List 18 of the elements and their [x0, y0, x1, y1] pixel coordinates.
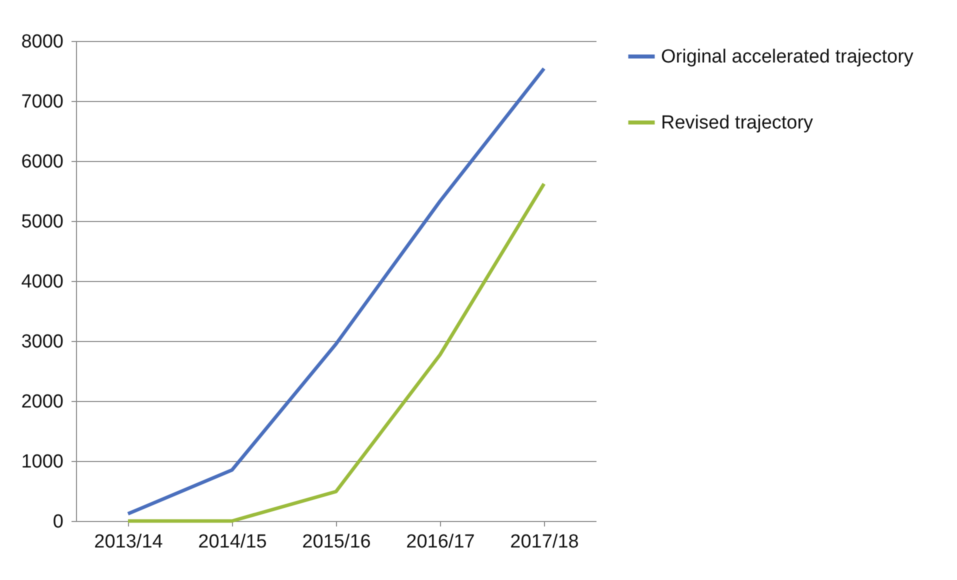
x-tick-label: 2017/18: [510, 532, 579, 552]
y-tick-label: 6000: [21, 152, 64, 172]
legend-label: Original accelerated trajectory: [661, 46, 914, 68]
x-tick-label: 2013/14: [94, 532, 164, 552]
y-tick-label: 2000: [21, 392, 64, 412]
x-tick-label: 2014/15: [198, 532, 267, 552]
y-tick-label: 0: [52, 512, 64, 532]
line-series: [126, 182, 546, 523]
y-tick-label: 5000: [21, 212, 64, 232]
y-tick-label: 3000: [21, 332, 64, 352]
y-tick-label: 7000: [21, 92, 64, 112]
y-tick-label: 4000: [21, 272, 64, 292]
x-tick-label: 2016/17: [406, 532, 475, 552]
line-series: [126, 66, 546, 516]
legend-label: Revised trajectory: [661, 112, 814, 134]
x-tick-label: 2015/16: [302, 532, 371, 552]
y-tick-label: 8000: [21, 32, 64, 52]
y-tick-label: 1000: [21, 452, 64, 472]
